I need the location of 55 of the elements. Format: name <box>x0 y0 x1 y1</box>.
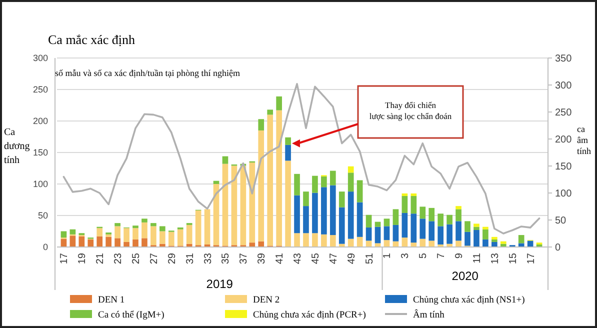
y-tick-label: 250 <box>32 84 48 95</box>
x-tick-label: 41 <box>274 252 286 264</box>
y2-tick-label: 150 <box>555 162 572 172</box>
y-tick-label: 100 <box>32 179 48 190</box>
x-tick-label: 9 <box>454 252 466 259</box>
x-tick-label: 3 <box>400 252 412 259</box>
y2-tick-label: 250 <box>555 108 572 118</box>
x-tick-label: 13 <box>490 252 501 264</box>
x-tick-label: 23 <box>113 252 124 264</box>
x-tick-label: 15 <box>508 252 519 264</box>
x-tick-label: 35 <box>220 252 232 264</box>
x-tick-label: 11 <box>472 252 483 264</box>
x-tick-label: 31 <box>184 252 196 264</box>
x-tick-label: 39 <box>256 252 268 264</box>
annotation: Thay đổi chiến lược sàng lọc chẩn đoán <box>369 100 452 121</box>
y-tick-label: 200 <box>32 116 48 126</box>
x-tick-label: 27 <box>148 252 160 264</box>
text: 2019 <box>206 277 234 291</box>
x-tick-label: 21 <box>95 252 106 264</box>
y-tick-label: 150 <box>32 148 48 158</box>
x-tick-label: 49 <box>346 252 358 264</box>
legend-label: Chủng chưa xác định (NS1+) <box>413 295 525 306</box>
y2-tick-label: 300 <box>555 80 572 92</box>
y2-axis-title: ca âm tính <box>577 124 592 156</box>
x-tick-label: 45 <box>310 252 322 264</box>
legend-label: Ca có thể (IgM+) <box>98 310 164 320</box>
x-tick-label: 37 <box>238 252 250 264</box>
x-tick-label: 19 <box>77 252 88 264</box>
y2-tick-label: 0 <box>555 242 561 254</box>
legend-label: DEN 1 <box>98 295 125 306</box>
y2-tick-label: 100 <box>555 188 572 200</box>
y2-tick-label: 50 <box>555 216 567 226</box>
y2-tick-label: 350 <box>555 54 572 64</box>
x-tick-label: 5 <box>418 252 430 259</box>
x-tick-label: 25 <box>130 252 142 264</box>
y2-tick-label: 200 <box>555 134 572 146</box>
y-tick-label: 0 <box>42 242 48 252</box>
x-tick-label: 17 <box>59 252 70 264</box>
legend-label: Chủng chưa xác định (PCR+) <box>253 310 366 320</box>
text: số mẫu và số ca xác định/tuần tại phòng thí nghiệm <box>55 68 240 78</box>
x-tick-label: 29 <box>166 252 178 264</box>
x-tick-label: 1 <box>382 252 394 259</box>
y-tick-label: 300 <box>32 53 48 64</box>
text: 2020 <box>452 269 479 283</box>
y-axis-title: Ca dương tính <box>4 127 30 166</box>
y-tick-label: 50 <box>38 210 48 221</box>
x-tick-label: 7 <box>436 252 448 259</box>
legend-label: Âm tính <box>413 308 445 320</box>
x-tick-label: 43 <box>292 252 304 264</box>
x-tick-label: 33 <box>202 252 214 264</box>
chart-title: Ca mắc xác định <box>48 32 136 47</box>
x-tick-label: 51 <box>364 252 376 264</box>
legend-label: DEN 2 <box>253 295 280 306</box>
x-tick-label: 17 <box>526 252 537 264</box>
x-tick-label: 47 <box>328 252 340 264</box>
